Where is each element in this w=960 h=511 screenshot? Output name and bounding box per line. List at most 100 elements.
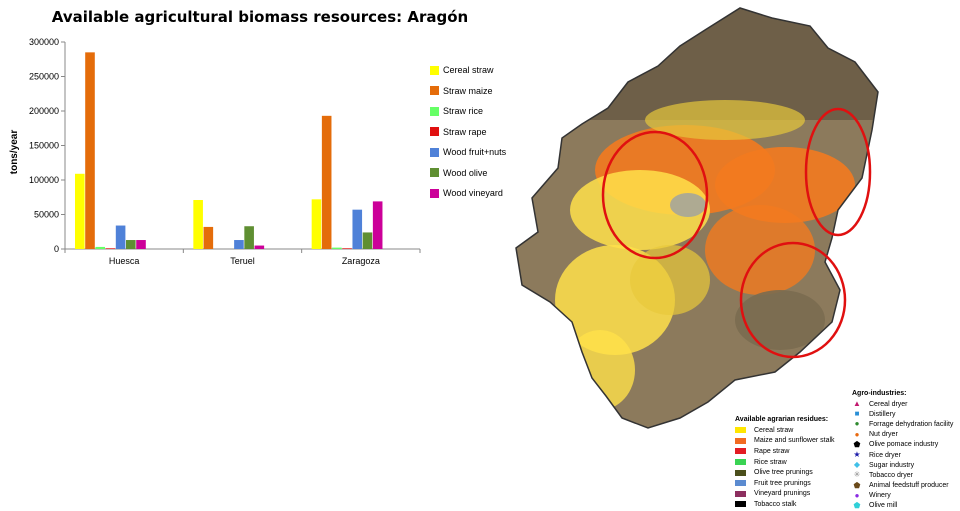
legend-industries-title: Agro-industries: [852,390,907,397]
industry-legend-item: ⬟ Olive mill [852,501,953,511]
industry-label: Sugar industry [869,461,915,469]
industry-label: Tobacco dryer [869,471,913,479]
residue-swatch [735,469,746,476]
industry-legend-item: ⬟ Olive pomace industry [852,440,953,450]
bar [75,173,85,249]
legend-label: Wood olive [443,167,488,178]
bar-chart: tons/year 0 50000 100000 150000 200000 250000… [9,37,421,266]
bar [332,247,342,249]
region-border [515,7,879,429]
residue-legend-item: Cereal straw [735,425,835,436]
industry-legend-item: ● Winery [852,491,953,501]
legend-residues-title: Available agrarian residues: [735,416,829,423]
y-tick-label: 0 [54,244,59,254]
bar [193,200,203,249]
residue-legend-item: Maize and sunflower stalk [735,436,835,447]
residue-legend-item: Olive tree prunings [735,467,835,478]
industry-legend-item: ⬟ Animal feedstuff producer [852,481,953,491]
residue-label: Rape straw [754,447,790,455]
bar [203,226,214,249]
legend-label: Cereal straw [443,65,494,76]
industry-symbol-icon: ★ [853,450,861,460]
bar [311,199,322,249]
residue-label: Fruit tree prunings [754,479,811,487]
industry-label: Forrage dehydration facility [869,420,954,428]
legend-swatch [430,168,439,178]
industry-symbol-icon: ■ [854,409,860,419]
bar [126,240,136,249]
residue-swatch [735,437,746,444]
y-tick-label: 150000 [29,141,59,151]
highlight-circle-east [804,107,872,237]
legend-swatch [430,86,439,96]
ticks: 0 50000 100000 150000 200000 250000 300000 Hues… [29,37,421,266]
residue-label: Tobacco stalk [754,500,797,508]
industry-legend-item: ● Forrage dehydration facility [852,419,954,429]
industry-label: Distillery [869,410,896,418]
chart-title: Available agricultural biomass resources… [51,8,469,26]
legend-swatch [430,188,439,198]
highlight-circle-huesca [601,130,709,260]
industry-symbol-icon: ◆ [853,460,861,470]
industry-symbol-icon: ⬟ [853,439,861,449]
x-tick-label: Teruel [230,256,255,266]
residue-label: Rice straw [754,458,787,466]
bar [321,115,332,249]
legend-label: Straw rape [443,126,487,137]
legend-item: Straw rice [430,101,506,122]
industry-legend-item: ■ Distillery [852,409,953,419]
industry-symbol-icon: ● [854,429,860,439]
x-tick-label: Zaragoza [342,256,380,266]
y-tick-label: 300000 [29,37,59,47]
industry-legend-item: ✳ Tobacco dryer [852,470,953,480]
bar [372,201,383,249]
industry-label: Olive pomace industry [869,441,939,449]
chart-legend: Cereal straw Straw maize Straw rice Straw r… [430,60,506,204]
axes [64,42,420,250]
residue-legend-item: Rice straw [735,457,835,468]
industry-label: Winery [869,492,891,500]
industry-symbol-icon: ⬟ [853,480,861,490]
bar [234,240,244,249]
industry-label: Rice dryer [869,451,901,459]
residue-label: Olive tree prunings [754,469,813,477]
x-tick-label: Huesca [109,256,140,266]
legend-item: Straw maize [430,81,506,102]
bar [115,225,126,249]
bar [352,209,363,249]
industry-symbol-icon: ● [854,490,860,500]
map-legend-residues: Available agrarian residues: Cereal stra… [735,416,835,510]
bar [85,52,95,249]
y-tick-label: 250000 [29,72,59,82]
legend-item: Straw rape [430,122,506,143]
y-tick-label: 200000 [29,106,59,116]
y-axis-label: tons/year [9,130,20,175]
residue-legend-item: Tobacco stalk [735,499,835,510]
industry-label: Nut dryer [869,431,898,439]
legend-item: Cereal straw [430,60,506,81]
residue-legend-item: Vineyard prunings [735,489,835,500]
bar [254,245,265,249]
legend-swatch [430,147,439,157]
legend-label: Straw maize [443,85,493,96]
bar [244,226,254,249]
bar [362,232,373,249]
residue-legend-item: Rape straw [735,446,835,457]
bar [136,240,146,249]
bars [75,52,383,249]
legend-swatch [430,127,439,137]
residue-swatch [735,459,746,466]
legend-swatch [430,106,439,116]
y-tick-label: 50000 [34,210,59,220]
legend-label: Wood fruit+nuts [443,147,507,158]
residue-label: Vineyard prunings [754,490,811,498]
industry-symbol-icon: ⬟ [853,500,861,510]
legend-item: Wood olive [430,163,506,184]
residue-label: Cereal straw [754,426,794,434]
industry-legend-item: ◆ Sugar industry [852,460,953,470]
residue-label: Maize and sunflower stalk [754,437,835,445]
industry-label: Cereal dryer [869,400,908,408]
bar [105,248,116,249]
y-axis-label-text: tons/year [9,130,20,175]
map-legend-industries: Agro-industries: ▲ Cereal dryer ■ Distiller… [852,390,953,511]
